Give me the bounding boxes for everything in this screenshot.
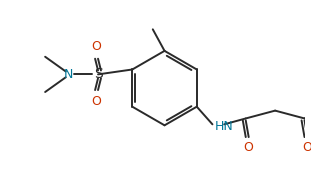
Text: O: O bbox=[91, 95, 101, 108]
Text: S: S bbox=[94, 67, 102, 81]
Text: O: O bbox=[303, 141, 311, 154]
Text: N: N bbox=[64, 68, 73, 81]
Text: O: O bbox=[91, 41, 101, 53]
Text: O: O bbox=[244, 141, 254, 154]
Text: HN: HN bbox=[214, 120, 233, 133]
